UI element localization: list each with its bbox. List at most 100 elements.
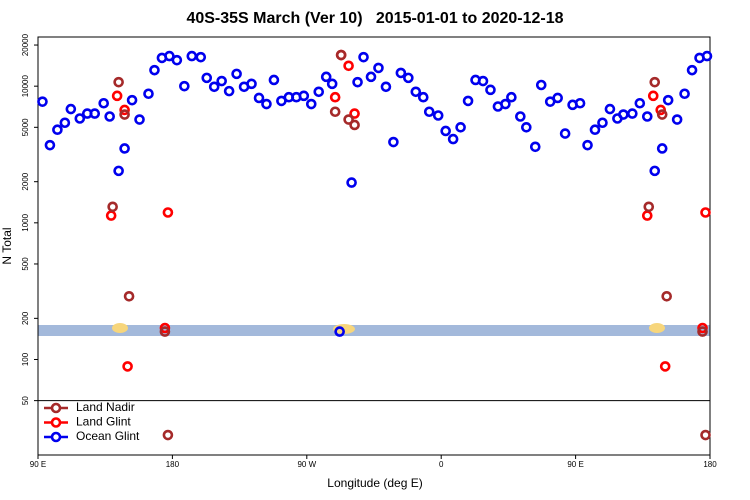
point — [535, 79, 547, 91]
point — [521, 122, 532, 133]
x-tick-label: 0 — [439, 460, 444, 469]
point — [326, 78, 338, 90]
point — [365, 71, 377, 83]
point — [618, 109, 629, 120]
point — [661, 290, 672, 302]
y-tick-label: 1000 — [21, 213, 30, 231]
point — [98, 97, 110, 109]
point — [268, 74, 280, 86]
y-tick-label: 200 — [21, 311, 30, 325]
point — [329, 106, 341, 118]
point — [627, 108, 638, 119]
point — [395, 67, 407, 79]
x-tick-label: 90 E — [30, 460, 46, 469]
point — [343, 60, 354, 72]
point — [89, 108, 101, 119]
point — [329, 91, 341, 103]
point — [388, 136, 399, 148]
point — [159, 322, 171, 334]
point — [164, 50, 175, 62]
point — [113, 165, 124, 177]
point — [123, 290, 135, 302]
legend-label: Land Nadir — [76, 400, 135, 414]
point — [559, 128, 571, 139]
point — [352, 76, 363, 88]
point — [119, 143, 130, 154]
point — [358, 51, 369, 63]
point — [261, 98, 272, 110]
point — [506, 91, 517, 103]
point — [246, 78, 257, 90]
point — [697, 322, 708, 334]
point — [552, 92, 563, 104]
point — [410, 86, 422, 98]
x-tick-label: 180 — [703, 460, 717, 469]
legend-label: Land Glint — [76, 415, 131, 429]
point — [686, 64, 698, 76]
plot-frame — [37, 36, 711, 456]
point — [574, 97, 586, 109]
point — [113, 76, 124, 88]
point — [582, 139, 593, 151]
point — [122, 361, 133, 372]
y-tick-label: 5000 — [21, 118, 30, 136]
point — [656, 109, 668, 120]
point — [701, 50, 713, 62]
point — [143, 88, 154, 100]
point — [346, 177, 357, 188]
point — [440, 125, 451, 137]
point — [649, 76, 661, 88]
point — [179, 80, 190, 92]
point — [679, 88, 690, 100]
point — [134, 114, 145, 125]
point — [159, 326, 171, 337]
reference-band — [38, 325, 710, 336]
point — [700, 429, 711, 441]
point — [455, 122, 466, 133]
point — [65, 103, 77, 115]
point — [597, 117, 608, 129]
point — [320, 71, 332, 83]
point — [697, 326, 708, 337]
point — [423, 106, 435, 118]
point — [662, 94, 674, 106]
point — [403, 72, 414, 84]
point — [649, 165, 661, 177]
highlight-blob — [649, 323, 665, 333]
x-tick-label: 90 W — [297, 460, 316, 469]
point — [380, 81, 392, 93]
point — [104, 111, 115, 122]
point — [589, 124, 601, 136]
y-tick-label: 50 — [21, 396, 30, 405]
point — [74, 113, 86, 124]
point — [671, 114, 683, 125]
point — [641, 210, 653, 221]
point — [253, 92, 265, 104]
point — [659, 361, 671, 372]
point — [500, 98, 511, 110]
point — [334, 326, 345, 337]
point — [641, 111, 653, 122]
point — [343, 114, 354, 125]
legend-label: Ocean Glint — [76, 429, 140, 443]
point — [417, 91, 429, 103]
point — [305, 98, 317, 110]
point — [335, 49, 347, 61]
point — [208, 81, 220, 93]
point — [107, 201, 118, 213]
point — [162, 429, 174, 441]
point — [119, 104, 130, 116]
point — [186, 50, 198, 62]
point — [105, 210, 117, 221]
point — [529, 141, 541, 153]
point — [111, 90, 123, 102]
y-tick-label: 20000 — [21, 33, 30, 56]
point — [171, 54, 183, 66]
y-tick-label: 10000 — [21, 75, 30, 98]
point — [231, 68, 242, 80]
point — [485, 84, 496, 96]
x-axis-label: Longitude (deg E) — [327, 476, 422, 490]
point — [604, 103, 616, 115]
y-axis-label: N Total — [0, 227, 14, 264]
